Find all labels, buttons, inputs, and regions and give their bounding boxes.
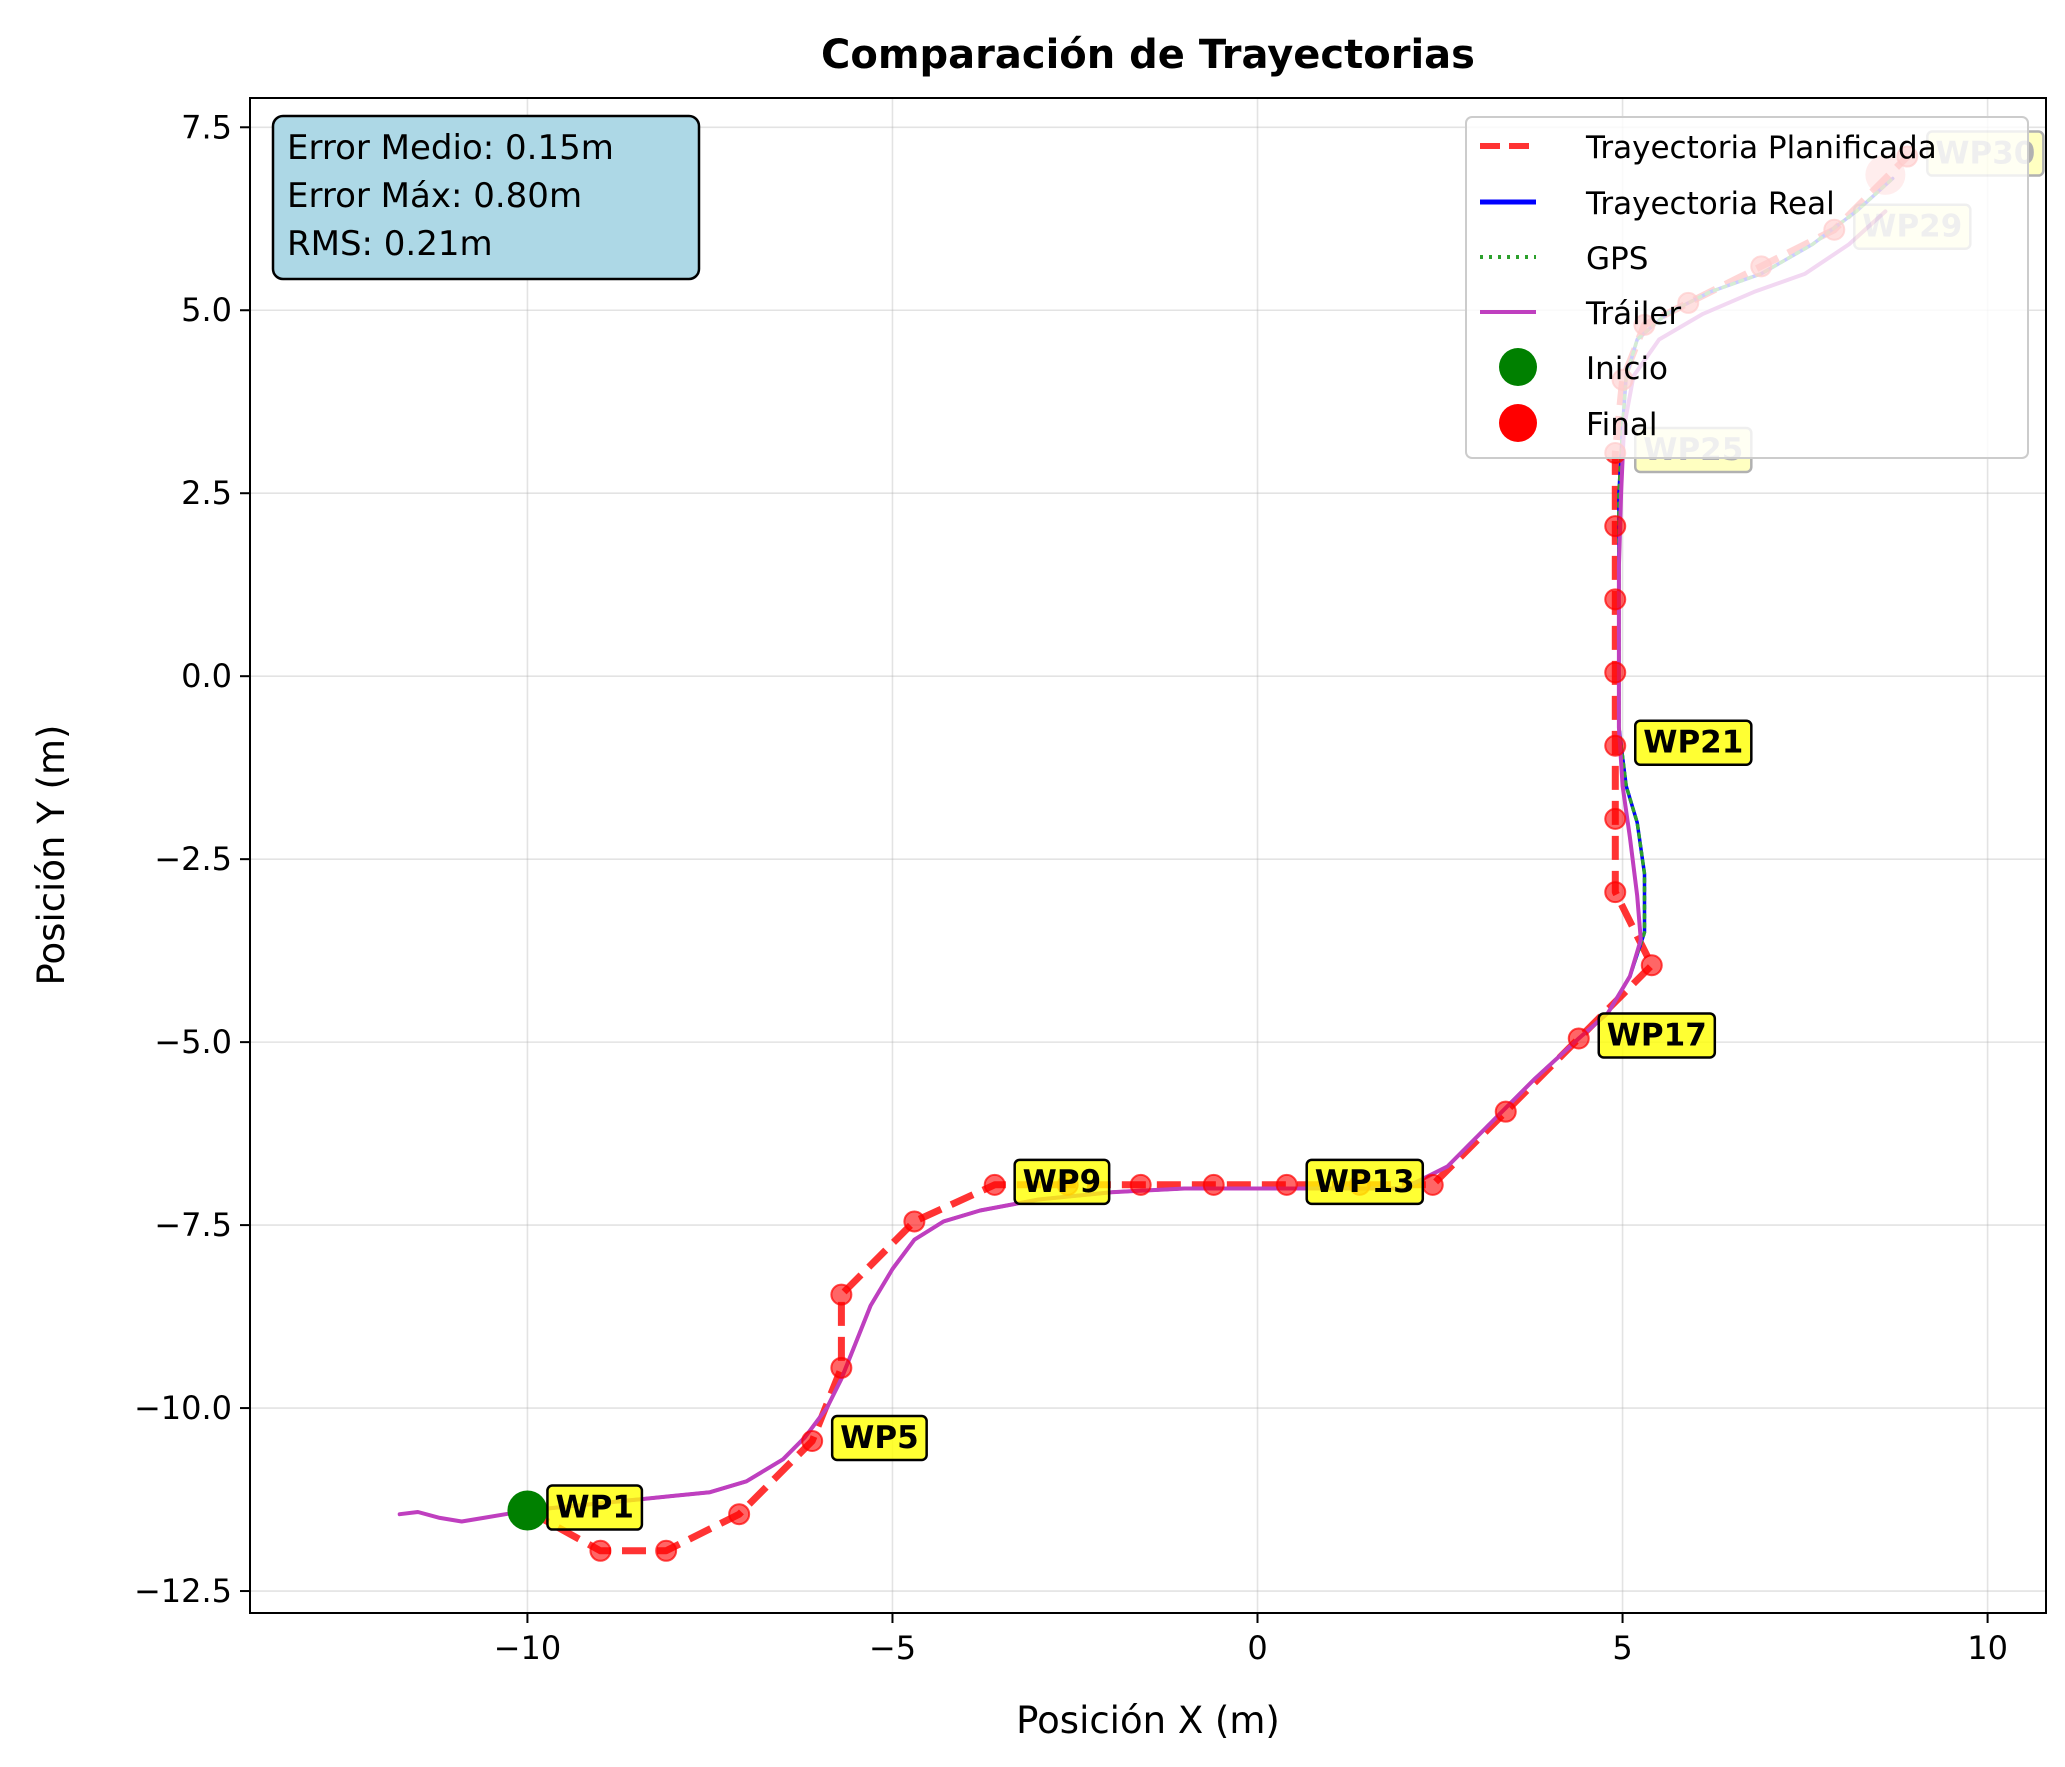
waypoint-label: WP1 (546, 1484, 644, 1531)
waypoint-label: WP21 (1634, 719, 1753, 766)
x-tick-label: −10 (494, 1629, 562, 1667)
waypoint-marker (903, 1210, 926, 1233)
waypoint-label-box (546, 1484, 644, 1531)
legend-label-planned: Trayectoria Planificada (1585, 130, 1937, 166)
waypoint-marker (983, 1173, 1006, 1196)
waypoint-label-text: WP13 (1315, 1164, 1415, 1200)
waypoint-marker (1604, 807, 1627, 830)
waypoint-marker (1567, 1027, 1590, 1050)
waypoint-label-text: WP5 (840, 1420, 918, 1456)
waypoint-marker (1640, 954, 1663, 977)
x-tick-label: −5 (869, 1629, 916, 1667)
waypoint-marker (1275, 1173, 1298, 1196)
y-tick-label: 0.0 (181, 657, 232, 695)
y-tick-label: −2.5 (154, 840, 232, 878)
waypoint-marker (1421, 1173, 1444, 1196)
x-tick-label: 5 (1612, 1629, 1632, 1667)
waypoint-label-text: WP1 (555, 1490, 633, 1526)
waypoint-marker (801, 1430, 824, 1453)
y-tick-label: −12.5 (134, 1572, 232, 1610)
y-tick-label: 2.5 (181, 474, 232, 512)
legend-label-trailer: Tráiler (1585, 296, 1681, 332)
stats-box: Error Medio: 0.15m Error Máx: 0.80m RMS:… (271, 114, 701, 281)
waypoint-label: WP13 (1305, 1158, 1425, 1206)
stats-mean-error: Error Medio: 0.15m (287, 128, 614, 168)
waypoint-marker (655, 1539, 678, 1562)
y-tick-label: −7.5 (154, 1206, 232, 1244)
x-axis-label: Posición X (m) (1016, 1699, 1280, 1742)
stats-max-error: Error Máx: 0.80m (287, 176, 582, 216)
y-tick-label: −5.0 (154, 1023, 232, 1061)
chart-title: Comparación de Trayectorias (821, 32, 1475, 78)
waypoint-marker (1494, 1100, 1517, 1123)
waypoint-label-text: WP9 (1023, 1164, 1101, 1200)
legend-label-real: Trayectoria Real (1585, 186, 1835, 222)
axis-ticks: −10 −5 0 5 10 −12.5 −10.0 −7.5 −5.0 −2.5 0.0 2.5 5.0… (134, 108, 2008, 1667)
waypoint-label-text: WP17 (1607, 1017, 1707, 1053)
legend-label-gps: GPS (1586, 241, 1648, 277)
x-tick-label: 0 (1247, 1629, 1267, 1667)
waypoint-marker (1604, 661, 1627, 684)
waypoint-marker (1604, 734, 1627, 757)
waypoint-marker (728, 1503, 751, 1526)
waypoint-marker (830, 1283, 853, 1306)
waypoint-label-box (1597, 1012, 1717, 1059)
waypoint-marker (589, 1539, 612, 1562)
waypoint-label-text: WP21 (1643, 725, 1743, 761)
waypoint-marker (1202, 1173, 1225, 1196)
waypoint-label-box (1013, 1158, 1111, 1206)
legend-swatch-start (1499, 348, 1537, 386)
waypoint-label-box (1634, 719, 1753, 766)
waypoint-label: WP5 (830, 1414, 928, 1462)
waypoint-marker (1604, 515, 1627, 538)
x-tick-label: 10 (1967, 1629, 2008, 1667)
legend-label-end: Final (1586, 407, 1657, 443)
waypoint-label: WP17 (1597, 1012, 1717, 1059)
y-axis-label: Posición Y (m) (30, 725, 73, 986)
legend-swatch-end (1499, 404, 1537, 442)
legend-label-start: Inicio (1586, 351, 1668, 387)
start-marker (507, 1490, 548, 1531)
waypoint-marker (1129, 1173, 1152, 1196)
waypoint-marker (830, 1356, 853, 1379)
y-tick-label: 7.5 (181, 108, 232, 146)
waypoint-marker (1604, 881, 1627, 904)
waypoint-marker (1604, 588, 1627, 611)
plot-frame (249, 97, 2047, 1614)
stats-rms: RMS: 0.21m (287, 224, 493, 264)
waypoint-label: WP9 (1013, 1158, 1111, 1206)
legend: Trayectoria Planificada Trayectoria Real… (1465, 116, 2029, 459)
y-tick-label: −10.0 (134, 1389, 232, 1427)
y-tick-label: 5.0 (181, 291, 232, 329)
waypoint-label-box (830, 1414, 928, 1462)
waypoint-label-box (1305, 1158, 1425, 1206)
